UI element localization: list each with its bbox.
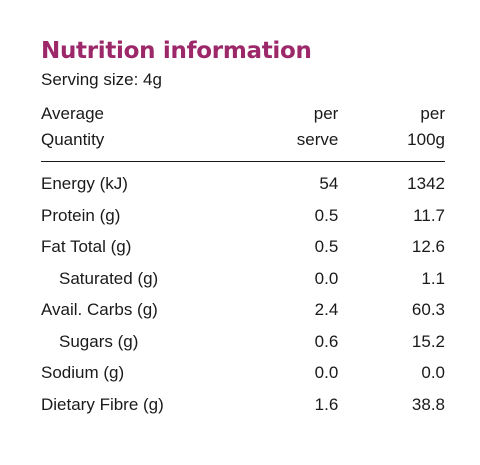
per-serve-value: 0.0 — [314, 268, 339, 288]
table-row: Sodium (g) 0.0 0.0 — [41, 357, 445, 389]
per-100g-value: 12.6 — [411, 237, 445, 256]
per-serve-value: 0.0 — [314, 363, 339, 382]
header-per100-line1: per — [420, 104, 445, 123]
per-serve-value: 0.5 — [314, 237, 339, 256]
header-quantity-line1: Average — [41, 104, 105, 123]
per-serve-value: 0.6 — [314, 331, 339, 351]
header-per100-line2: 100g — [338, 127, 445, 162]
nutrient-name: Sodium (g) — [41, 363, 125, 382]
per-100g-value: 38.8 — [411, 394, 445, 414]
nutrition-panel: Nutrition information Serving size: 4g A… — [41, 36, 445, 420]
nutrient-name: Fat Total (g) — [41, 237, 132, 256]
per-100g-value: 1.1 — [421, 268, 445, 288]
nutrition-title: Nutrition information — [41, 38, 312, 64]
nutrient-name: Saturated (g) — [59, 268, 159, 288]
table-row: Energy (kJ) 54 1342 — [41, 162, 445, 200]
table-row: Fat Total (g) 0.5 12.6 — [41, 231, 445, 263]
table-row: Sugars (g) 0.6 15.2 — [41, 326, 445, 358]
serving-size: Serving size: 4g — [41, 70, 162, 89]
per-100g-value: 15.2 — [411, 331, 445, 351]
table-row: Saturated (g) 0.0 1.1 — [41, 263, 445, 295]
nutrient-name: Sugars (g) — [59, 331, 139, 351]
table-row: Dietary Fibre (g) 1.6 38.8 — [41, 389, 445, 421]
per-serve-value: 1.6 — [314, 394, 339, 414]
header-serve-line1: per — [313, 104, 339, 123]
nutrition-table-header: Average per per Quantity serve 100g — [41, 101, 445, 162]
header-serve-line2: serve — [275, 127, 339, 162]
nutrient-name: Dietary Fibre (g) — [41, 394, 164, 414]
per-100g-value: 0.0 — [421, 363, 445, 382]
nutrient-name: Avail. Carbs (g) — [41, 300, 158, 319]
header-quantity-line2: Quantity — [41, 127, 276, 162]
table-row: Protein (g) 0.5 11.7 — [41, 200, 445, 232]
nutrient-name: Protein (g) — [41, 205, 121, 225]
nutrient-name: Energy (kJ) — [41, 174, 128, 193]
header-row-2: Quantity serve 100g — [41, 127, 445, 162]
per-serve-value: 2.4 — [314, 300, 339, 319]
per-serve-value: 0.5 — [314, 205, 339, 225]
per-100g-value: 1342 — [407, 174, 445, 193]
table-row: Avail. Carbs (g) 2.4 60.3 — [41, 294, 445, 326]
per-serve-value: 54 — [319, 174, 339, 193]
header-row-1: Average per per — [41, 101, 445, 127]
nutrition-table-body: Energy (kJ) 54 1342 Protein (g) 0.5 11.7… — [41, 162, 445, 421]
per-100g-value: 11.7 — [413, 205, 445, 225]
nutrition-table: Average per per Quantity serve 100g Ener… — [41, 101, 445, 420]
per-100g-value: 60.3 — [411, 300, 445, 319]
